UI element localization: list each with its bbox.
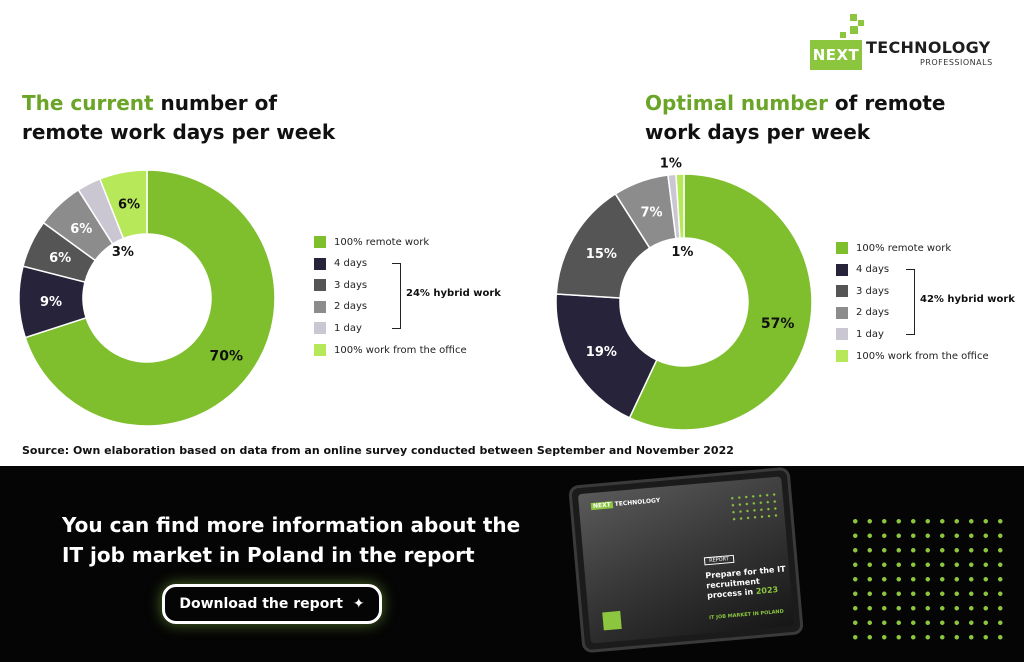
next-technology-logo: NEXT TECHNOLOGY PROFESSIONALS bbox=[810, 14, 1010, 74]
data-label: 3% bbox=[112, 245, 134, 260]
legend-item: 100% work from the office bbox=[314, 343, 467, 357]
legend-swatch bbox=[314, 279, 326, 292]
legend-label: 100% remote work bbox=[334, 236, 430, 248]
chart-title-current: The current number of remote work days p… bbox=[22, 91, 336, 144]
legend-label: 1 day bbox=[334, 322, 362, 334]
infographic-top: NEXT TECHNOLOGY PROFESSIONALS The curren… bbox=[18, 14, 1016, 457]
legend-label: 2 days bbox=[334, 301, 368, 313]
data-label: 6% bbox=[118, 198, 140, 213]
legend-label: 3 days bbox=[856, 285, 890, 297]
report-tablet-image: NEXT TECHNOLOGY REPORT Prepare for the IT… bbox=[568, 466, 804, 654]
data-label: 1% bbox=[660, 157, 682, 172]
legend-item: 4 days bbox=[836, 263, 889, 277]
tablet-logo: NEXT TECHNOLOGY bbox=[590, 497, 661, 511]
click-cursor-icon: ✦ bbox=[352, 596, 365, 612]
legend-label: 4 days bbox=[334, 258, 368, 270]
legend-label: 4 days bbox=[856, 264, 890, 276]
legend-label: 100% work from the office bbox=[856, 350, 989, 362]
donut-slice-100-remote-work bbox=[24, 169, 276, 427]
legend-swatch bbox=[836, 285, 848, 298]
legend-item: 100% work from the office bbox=[836, 349, 989, 363]
legend-optimal: 100% remote work 4 days 3 days 2 days 1 day 1… bbox=[836, 241, 1016, 371]
legend-swatch bbox=[836, 350, 848, 362]
data-label: 57% bbox=[761, 316, 795, 332]
legend-item: 1 day bbox=[314, 321, 362, 335]
donut-slice-100-remote-work bbox=[628, 173, 813, 431]
tablet-report-tag: REPORT bbox=[703, 554, 735, 566]
logo-technology: TECHNOLOGY bbox=[866, 38, 991, 57]
donut-chart-current: 70% 9% 6% 6% 3% 6% bbox=[18, 169, 276, 427]
donut-chart-optimal: 57% 19% 15% 7% 1% 1% bbox=[555, 157, 813, 431]
legend-label: 2 days bbox=[856, 307, 890, 319]
hybrid-work-label: 24% hybrid work bbox=[406, 288, 501, 299]
chart-title-optimal: Optimal number of remote work days per w… bbox=[645, 91, 946, 144]
logo-next: NEXT bbox=[810, 40, 862, 70]
legend-swatch bbox=[314, 300, 326, 313]
data-label: 70% bbox=[210, 349, 244, 365]
hybrid-bracket bbox=[392, 262, 401, 330]
legend-item: 100% remote work bbox=[836, 241, 951, 255]
download-report-label: Download the report bbox=[179, 596, 343, 612]
legend-item: 3 days bbox=[314, 278, 367, 292]
legend-swatch bbox=[314, 322, 326, 335]
tablet-headline: Prepare for the IT recruitment process i… bbox=[705, 564, 786, 601]
legend-swatch bbox=[836, 328, 848, 341]
data-label: 7% bbox=[640, 206, 662, 221]
data-label: 9% bbox=[40, 295, 62, 310]
tablet-subline: IT JOB MARKET IN POLAND bbox=[708, 608, 785, 622]
legend-label: 3 days bbox=[334, 279, 368, 291]
source-note: Source: Own elaboration based on data fr… bbox=[22, 444, 734, 457]
download-report-button[interactable]: Download the report ✦ bbox=[162, 584, 382, 624]
report-banner: You can find more information about the … bbox=[0, 466, 1024, 662]
logo-professionals: PROFESSIONALS bbox=[920, 58, 993, 67]
legend-swatch bbox=[836, 306, 848, 319]
tablet-dot-pattern bbox=[728, 490, 781, 525]
data-label: 6% bbox=[49, 251, 71, 266]
hybrid-work-label: 42% hybrid work bbox=[920, 294, 1015, 305]
legend-swatch bbox=[314, 257, 326, 270]
legend-label: 1 day bbox=[856, 328, 884, 340]
legend-label: 100% work from the office bbox=[334, 344, 467, 356]
donut-slice-4-days bbox=[555, 293, 658, 419]
data-label: 6% bbox=[70, 222, 92, 237]
donut-slice-100-work-from-the-office bbox=[675, 173, 685, 239]
legend-item: 2 days bbox=[314, 300, 367, 314]
tablet-green-square bbox=[602, 610, 622, 631]
legend-item: 4 days bbox=[314, 257, 367, 271]
decorative-dot-grid bbox=[848, 514, 1008, 646]
legend-swatch bbox=[836, 242, 848, 254]
data-label: 1% bbox=[671, 245, 693, 260]
tablet-screen: NEXT TECHNOLOGY REPORT Prepare for the IT… bbox=[577, 476, 795, 644]
legend-swatch bbox=[314, 236, 326, 248]
data-label: 15% bbox=[586, 247, 617, 262]
legend-item: 1 day bbox=[836, 327, 884, 341]
legend-current: 100% remote work 4 days 3 days 2 days 1 day 1… bbox=[314, 235, 514, 365]
legend-item: 3 days bbox=[836, 284, 889, 298]
legend-item: 2 days bbox=[836, 306, 889, 320]
hybrid-bracket bbox=[906, 268, 915, 336]
donut-slice-100-work-from-the-office bbox=[98, 169, 148, 240]
banner-text: You can find more information about the … bbox=[62, 513, 521, 567]
legend-item: 100% remote work bbox=[314, 235, 429, 249]
legend-swatch bbox=[314, 344, 326, 356]
data-label: 19% bbox=[586, 345, 617, 360]
legend-label: 100% remote work bbox=[856, 242, 952, 254]
legend-swatch bbox=[836, 263, 848, 276]
